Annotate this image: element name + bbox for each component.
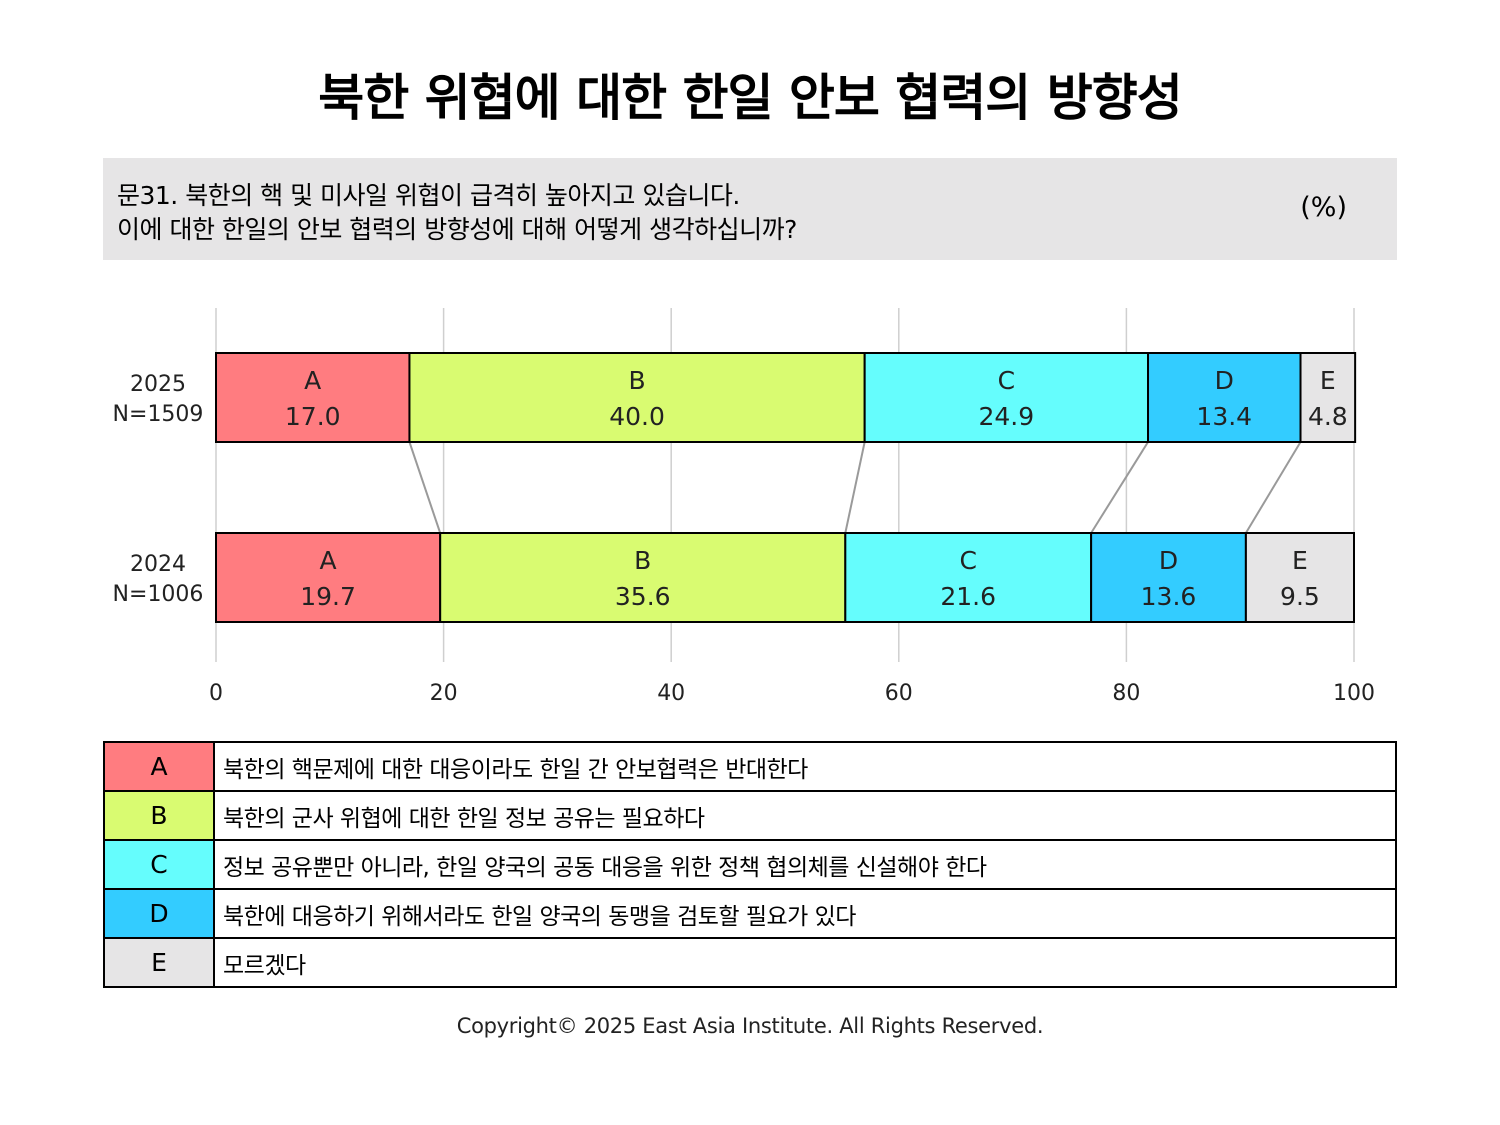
question-box: 문31. 북한의 핵 및 미사일 위협이 급격히 높아지고 있습니다. 이에 대… xyxy=(103,158,1397,260)
category-year-label: 2025 xyxy=(130,372,186,397)
data-label: 35.6 xyxy=(615,582,671,611)
bar-segment xyxy=(215,532,442,623)
legend-row: A 북한의 핵문제에 대한 대응이라도 한일 간 안보협력은 반대한다 xyxy=(103,741,1397,792)
x-tick-label: 20 xyxy=(430,681,458,706)
legend-description: 북한에 대응하기 위해서라도 한일 양국의 동맹을 검토할 필요가 있다 xyxy=(213,888,1397,939)
data-label: 19.7 xyxy=(300,582,356,611)
legend-row: B 북한의 군사 위협에 대한 한일 정보 공유는 필요하다 xyxy=(103,790,1397,841)
legend-code: B xyxy=(103,790,215,841)
connector-line xyxy=(1245,441,1302,534)
segment-series-label: C xyxy=(959,546,976,575)
data-label: 9.5 xyxy=(1280,582,1320,611)
data-label: 4.8 xyxy=(1308,402,1348,431)
data-label: 40.0 xyxy=(609,402,665,431)
copyright: Copyright© 2025 East Asia Institute. All… xyxy=(456,1014,1044,1038)
legend-row: D 북한에 대응하기 위해서라도 한일 양국의 동맹을 검토할 필요가 있다 xyxy=(103,888,1397,939)
legend-description: 모르겠다 xyxy=(213,937,1397,988)
data-label: 21.6 xyxy=(940,582,996,611)
legend-description: 북한의 군사 위협에 대한 한일 정보 공유는 필요하다 xyxy=(213,790,1397,841)
bar-segment xyxy=(863,352,1150,443)
segment-series-label: E xyxy=(1292,546,1308,575)
segment-series-label: B xyxy=(634,546,651,575)
category-n-label: N=1006 xyxy=(113,582,204,607)
bar-segment xyxy=(1090,532,1247,623)
question-line-2: 이에 대한 한일의 안보 협력의 방향성에 대해 어떻게 생각하십니까? xyxy=(117,215,797,244)
data-label: 13.4 xyxy=(1196,402,1252,431)
data-label: 13.6 xyxy=(1141,582,1197,611)
segment-series-label: A xyxy=(320,546,337,575)
segment-series-label: E xyxy=(1320,366,1336,395)
category-year-label: 2024 xyxy=(130,552,186,577)
unit-label: (%) xyxy=(1300,192,1347,223)
segment-series-label: D xyxy=(1215,366,1234,395)
legend-code: E xyxy=(103,937,215,988)
segment-series-label: D xyxy=(1159,546,1178,575)
x-tick-label: 80 xyxy=(1112,681,1140,706)
connector-line xyxy=(408,441,442,534)
connector-line xyxy=(844,441,866,534)
legend-code: D xyxy=(103,888,215,939)
bar-segment xyxy=(1147,352,1302,443)
bar-segment xyxy=(1244,532,1356,623)
legend-row: E 모르겠다 xyxy=(103,937,1397,988)
data-label: 24.9 xyxy=(979,402,1035,431)
segment-series-label: A xyxy=(304,366,321,395)
legend-description: 정보 공유뿐만 아니라, 한일 양국의 공동 대응을 위한 정책 협의체를 신설… xyxy=(213,839,1397,890)
question-line-1: 문31. 북한의 핵 및 미사일 위협이 급격히 높아지고 있습니다. xyxy=(117,181,740,210)
chart-title: 북한 위협에 대한 한일 안보 협력의 방향성 xyxy=(318,69,1182,127)
legend-description: 북한의 핵문제에 대한 대응이라도 한일 간 안보협력은 반대한다 xyxy=(213,741,1397,792)
data-label: 17.0 xyxy=(285,402,341,431)
stacked-bar-chart: 0 20 40 60 80 100 A 17.0 B 40.0 C 24.9 D 13.4 E 4.8 2025… xyxy=(113,308,1375,706)
bar-segment xyxy=(844,532,1093,623)
x-tick-label: 100 xyxy=(1333,681,1375,706)
x-tick-label: 40 xyxy=(657,681,685,706)
segment-series-label: C xyxy=(998,366,1015,395)
legend-table: A 북한의 핵문제에 대한 대응이라도 한일 간 안보협력은 반대한다 B 북한의 군… xyxy=(103,741,1397,988)
legend-row: C 정보 공유뿐만 아니라, 한일 양국의 공동 대응을 위한 정책 협의체를 신… xyxy=(103,839,1397,890)
x-tick-label: 60 xyxy=(885,681,913,706)
legend-code: C xyxy=(103,839,215,890)
connector-line xyxy=(1090,441,1149,534)
segment-series-label: B xyxy=(628,366,645,395)
bar-segment xyxy=(1299,352,1357,443)
x-tick-label: 0 xyxy=(209,681,223,706)
legend-code: A xyxy=(103,741,215,792)
category-n-label: N=1509 xyxy=(113,402,204,427)
